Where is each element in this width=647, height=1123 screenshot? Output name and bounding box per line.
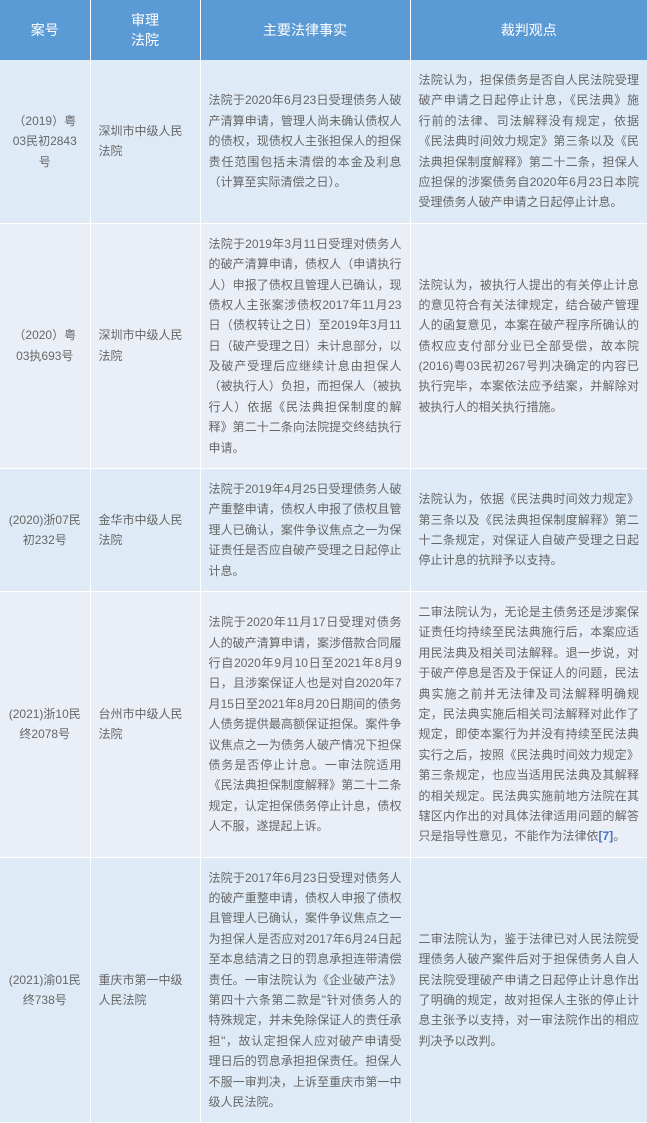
cell-caseno: (2021)渝01民终738号 [0,857,90,1123]
table-row: (2021)渝01民终738号重庆市第一中级人民法院法院于2017年6月23日受… [0,857,647,1123]
cell-facts: 法院于2019年3月11日受理对债务人的破产清算申请，债权人（申请执行人）申报了… [200,223,410,468]
case-table: 案号 审理 法院 主要法律事实 裁判观点 （2019）粤03民初2843号深圳市… [0,0,647,1123]
cell-caseno: （2020）粤03执693号 [0,223,90,468]
col-header-facts: 主要法律事实 [200,0,410,60]
col-header-court: 审理 法院 [90,0,200,60]
table-header-row: 案号 审理 法院 主要法律事实 裁判观点 [0,0,647,60]
cell-court: 金华市中级人民法院 [90,469,200,592]
table-row: (2020)浙07民初232号金华市中级人民法院法院于2019年4月25日受理债… [0,469,647,592]
cell-court: 重庆市第一中级人民法院 [90,857,200,1123]
cell-view: 法院认为，担保债务是否自人民法院受理破产申请之日起停止计息，《民法典》施行前的法… [410,60,647,223]
table-row: （2020）粤03执693号深圳市中级人民法院法院于2019年3月11日受理对债… [0,223,647,468]
col-header-caseno: 案号 [0,0,90,60]
cell-view: 法院认为，被执行人提出的有关停止计息的意见符合有关法律规定，结合破产管理人的函复… [410,223,647,468]
cell-caseno: （2019）粤03民初2843号 [0,60,90,223]
footnote-ref[interactable]: [7] [599,829,614,843]
cell-view: 二审法院认为，无论是主债务还是涉案保证责任均持续至民法典施行后，本案应适用民法典… [410,591,647,857]
cell-court: 台州市中级人民法院 [90,591,200,857]
cell-facts: 法院于2020年11月17日受理对债务人的破产清算申请，案涉借款合同履行自202… [200,591,410,857]
col-header-view: 裁判观点 [410,0,647,60]
cell-facts: 法院于2017年6月23日受理对债务人的破产重整申请，债权人申报了债权且管理人已… [200,857,410,1123]
cell-view: 二审法院认为，鉴于法律已对人民法院受理债务人破产案件后对于担保债务人自人民法院受… [410,857,647,1123]
cell-view: 法院认为，依据《民法典时间效力规定》第三条以及《民法典担保制度解释》第二十二条规… [410,469,647,592]
cell-court: 深圳市中级人民法院 [90,223,200,468]
table-row: （2019）粤03民初2843号深圳市中级人民法院法院于2020年6月23日受理… [0,60,647,223]
cell-facts: 法院于2020年6月23日受理债务人破产清算申请，管理人尚未确认债权人的债权，现… [200,60,410,223]
cell-caseno: (2021)浙10民终2078号 [0,591,90,857]
cell-caseno: (2020)浙07民初232号 [0,469,90,592]
cell-facts: 法院于2019年4月25日受理债务人破产重整申请，债权人申报了债权且管理人已确认… [200,469,410,592]
cell-court: 深圳市中级人民法院 [90,60,200,223]
table-row: (2021)浙10民终2078号台州市中级人民法院法院于2020年11月17日受… [0,591,647,857]
